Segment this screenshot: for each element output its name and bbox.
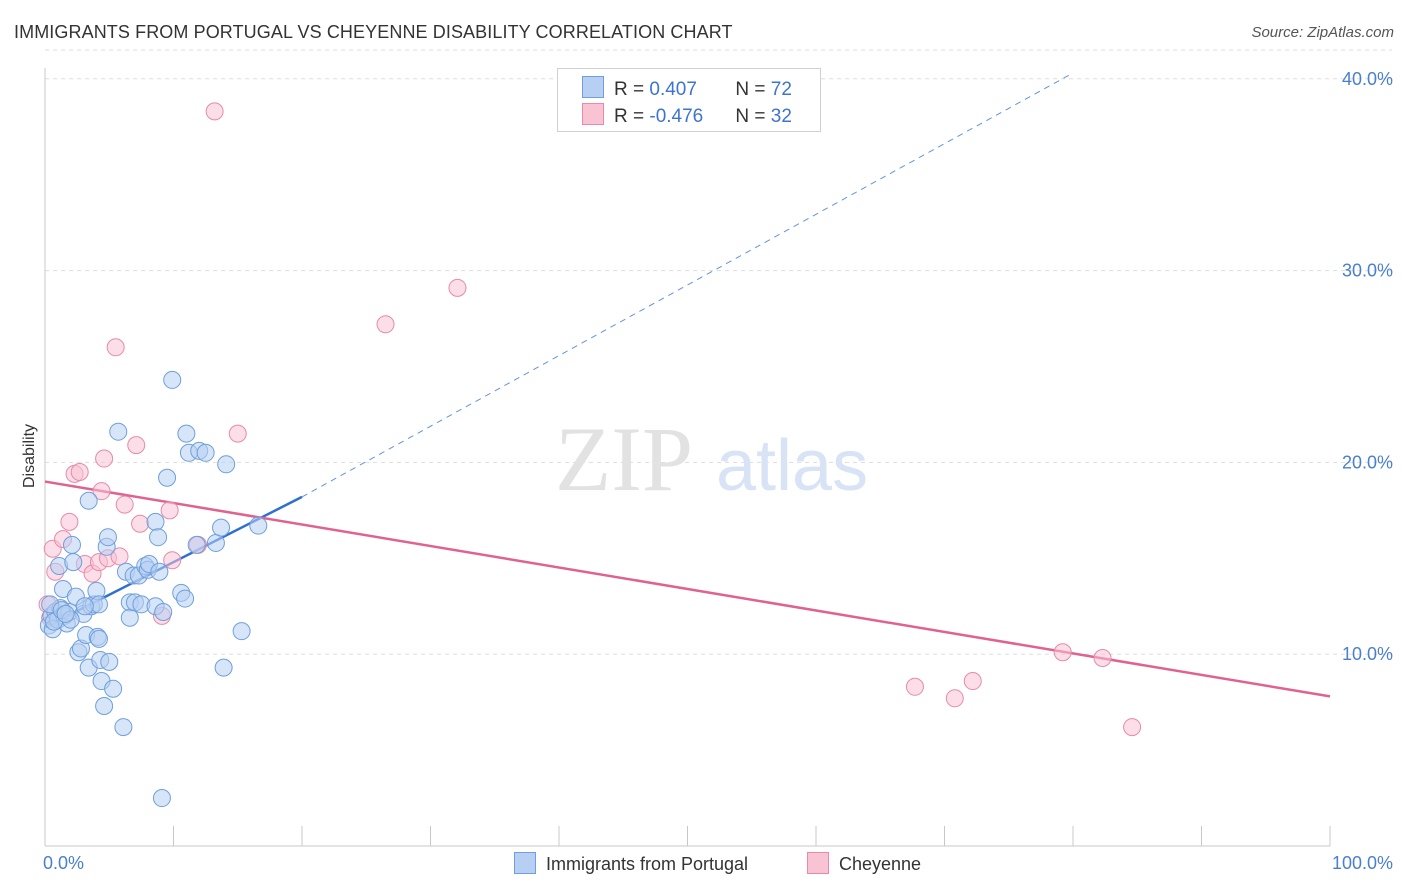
y-tick-label: 30.0% <box>1342 261 1393 281</box>
legend-n-value: 32 <box>770 106 792 127</box>
cheyenne-point <box>1093 649 1112 668</box>
portugal-point <box>95 696 114 715</box>
y-tick-label: 20.0% <box>1342 452 1393 472</box>
axes <box>44 68 1331 847</box>
legend-n-value: 72 <box>770 79 792 100</box>
portugal-point <box>79 491 98 510</box>
portugal-point <box>196 443 215 462</box>
watermark-atlas: atlas <box>716 426 868 506</box>
cheyenne-point <box>945 689 964 708</box>
portugal-point <box>206 533 225 552</box>
portugal-point <box>249 516 268 535</box>
legend-n-label: N = <box>735 106 771 127</box>
portugal-point <box>232 622 251 641</box>
legend-r-value: -0.476 <box>649 106 704 127</box>
cheyenne-point <box>127 436 146 455</box>
portugal-point <box>177 424 196 443</box>
cheyenne-point <box>963 672 982 691</box>
legend-row-portugal: R = 0.407 N = 72 <box>582 76 792 100</box>
portugal-point <box>100 652 119 671</box>
grid-lines <box>45 49 1392 655</box>
portugal-point <box>64 553 83 572</box>
cheyenne-point <box>163 551 182 570</box>
cheyenne-point <box>160 501 179 520</box>
legend-swatch-pink <box>582 103 604 125</box>
legend-row-cheyenne: R = -0.476 N = 32 <box>582 103 792 127</box>
tick-labels: 10.0% 20.0% 30.0% 40.0% 0.0% 100.0% <box>43 69 1393 873</box>
legend-label-cheyenne: Cheyenne <box>839 854 922 874</box>
y-tick-label: 10.0% <box>1342 644 1393 664</box>
portugal-point <box>217 455 236 474</box>
legend-label-portugal: Immigrants from Portugal <box>546 854 749 874</box>
correlation-legend: R = 0.407 N = 72 R = -0.476 N = 32 <box>557 68 821 132</box>
y-axis-label: Disability <box>21 424 38 488</box>
x-tick-label: 0.0% <box>43 853 84 873</box>
legend-r-label: R = <box>614 79 650 100</box>
portugal-point <box>154 602 173 621</box>
cheyenne-point <box>60 512 79 531</box>
portugal-point <box>149 528 168 547</box>
portugal-point <box>109 422 128 441</box>
portugal-point <box>75 597 94 616</box>
portugal-point <box>56 604 75 623</box>
chart-title: IMMIGRANTS FROM PORTUGAL VS CHEYENNE DIS… <box>14 22 733 42</box>
cheyenne-point <box>1123 718 1142 737</box>
legend-swatch-blue <box>582 76 604 98</box>
cheyenne-point <box>376 315 395 334</box>
portugal-point <box>176 589 195 608</box>
cheyenne-trend-line <box>44 480 1331 698</box>
cheyenne-point <box>106 338 125 357</box>
cheyenne-point <box>70 462 89 481</box>
legend-swatch-pink <box>807 852 829 874</box>
x-tick-label: 100.0% <box>1332 853 1393 873</box>
legend-r-label: R = <box>614 106 650 127</box>
portugal-point <box>150 562 169 581</box>
cheyenne-point <box>110 547 129 566</box>
cheyenne-point <box>228 424 247 443</box>
cheyenne-point <box>115 495 134 514</box>
cheyenne-point <box>1053 643 1072 662</box>
portugal-point <box>89 629 108 648</box>
cheyenne-point <box>905 677 924 696</box>
portugal-point <box>212 518 231 537</box>
portugal-point <box>62 535 81 554</box>
portugal-point <box>98 528 117 547</box>
legend-swatch-blue <box>514 852 536 874</box>
portugal-point <box>104 679 123 698</box>
legend-item-portugal: Immigrants from Portugal <box>514 852 748 875</box>
watermark-zip: ZIP <box>555 408 693 510</box>
y-tick-label: 40.0% <box>1342 69 1393 89</box>
portugal-point <box>114 718 133 737</box>
legend-item-cheyenne: Cheyenne <box>807 852 921 875</box>
portugal-point <box>146 512 165 531</box>
cheyenne-point <box>131 514 150 533</box>
portugal-point <box>214 658 233 677</box>
cheyenne-point <box>448 278 467 297</box>
portugal-point <box>163 370 182 389</box>
legend-r-value: 0.407 <box>649 79 697 100</box>
portugal-point <box>187 535 206 554</box>
watermark: ZIP atlas <box>555 408 868 510</box>
source-note: Source: ZipAtlas.com <box>1251 24 1394 41</box>
cheyenne-point <box>205 102 224 121</box>
trend-lines <box>44 72 1331 698</box>
legend-n-label: N = <box>735 79 771 100</box>
portugal-points <box>39 370 268 808</box>
portugal-trend-extension <box>301 72 1074 498</box>
cheyenne-point <box>92 482 111 501</box>
portugal-point <box>120 608 139 627</box>
cheyenne-point <box>95 449 114 468</box>
portugal-point <box>158 468 177 487</box>
portugal-point <box>152 789 171 808</box>
